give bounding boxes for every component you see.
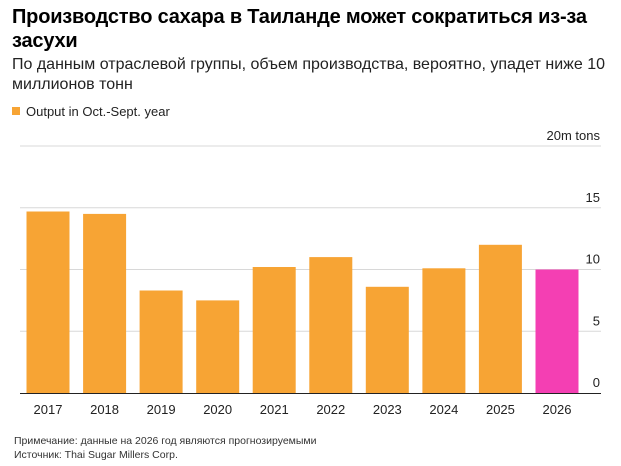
bar-2021 <box>252 267 296 393</box>
footnote: Примечание: данные на 2026 год являются … <box>14 435 317 447</box>
x-tick-label-2023: 2023 <box>373 402 402 417</box>
bar-2023 <box>365 286 409 393</box>
bar-2020 <box>196 300 240 393</box>
bars <box>26 211 579 393</box>
legend-label: Output in Oct.-Sept. year <box>26 103 170 119</box>
bar-2025 <box>478 244 522 393</box>
x-tick-label-2021: 2021 <box>260 402 289 417</box>
x-tick-label-2020: 2020 <box>203 402 232 417</box>
x-tick-label-2024: 2024 <box>429 402 458 417</box>
chart-subtitle: По данным отраслевой группы, объем произ… <box>12 56 606 93</box>
y-tick-label: 10 <box>586 252 600 267</box>
x-tick-label-2019: 2019 <box>147 402 176 417</box>
chart-title: Производство сахара в Таиланде может сок… <box>12 6 587 52</box>
y-tick-label: 0 <box>593 375 600 390</box>
x-tick-label-2017: 2017 <box>34 402 63 417</box>
bar-2022 <box>309 257 353 393</box>
bar-2018 <box>83 213 127 393</box>
x-tick-labels: 2017 2018 2019 2020 2021 2022 2023 2024 2025 2026 <box>34 402 572 417</box>
x-tick-label-2026: 2026 <box>543 402 572 417</box>
x-tick-label-2018: 2018 <box>90 402 119 417</box>
y-tick-labels: 0 5 10 15 20m tons <box>547 128 601 390</box>
bar-2026 <box>535 269 579 393</box>
source-note: Источник: Thai Sugar Millers Corp. <box>14 449 178 461</box>
y-tick-label: 15 <box>586 190 600 205</box>
legend-swatch <box>12 107 20 115</box>
y-tick-label: 5 <box>593 313 600 328</box>
legend: Output in Oct.-Sept. year <box>12 102 170 120</box>
bar-2024 <box>422 268 466 393</box>
y-tick-label: 20m tons <box>547 128 601 143</box>
bar-2017 <box>26 211 70 393</box>
x-tick-label-2025: 2025 <box>486 402 515 417</box>
bar-2019 <box>139 290 183 393</box>
x-tick-label-2022: 2022 <box>316 402 345 417</box>
